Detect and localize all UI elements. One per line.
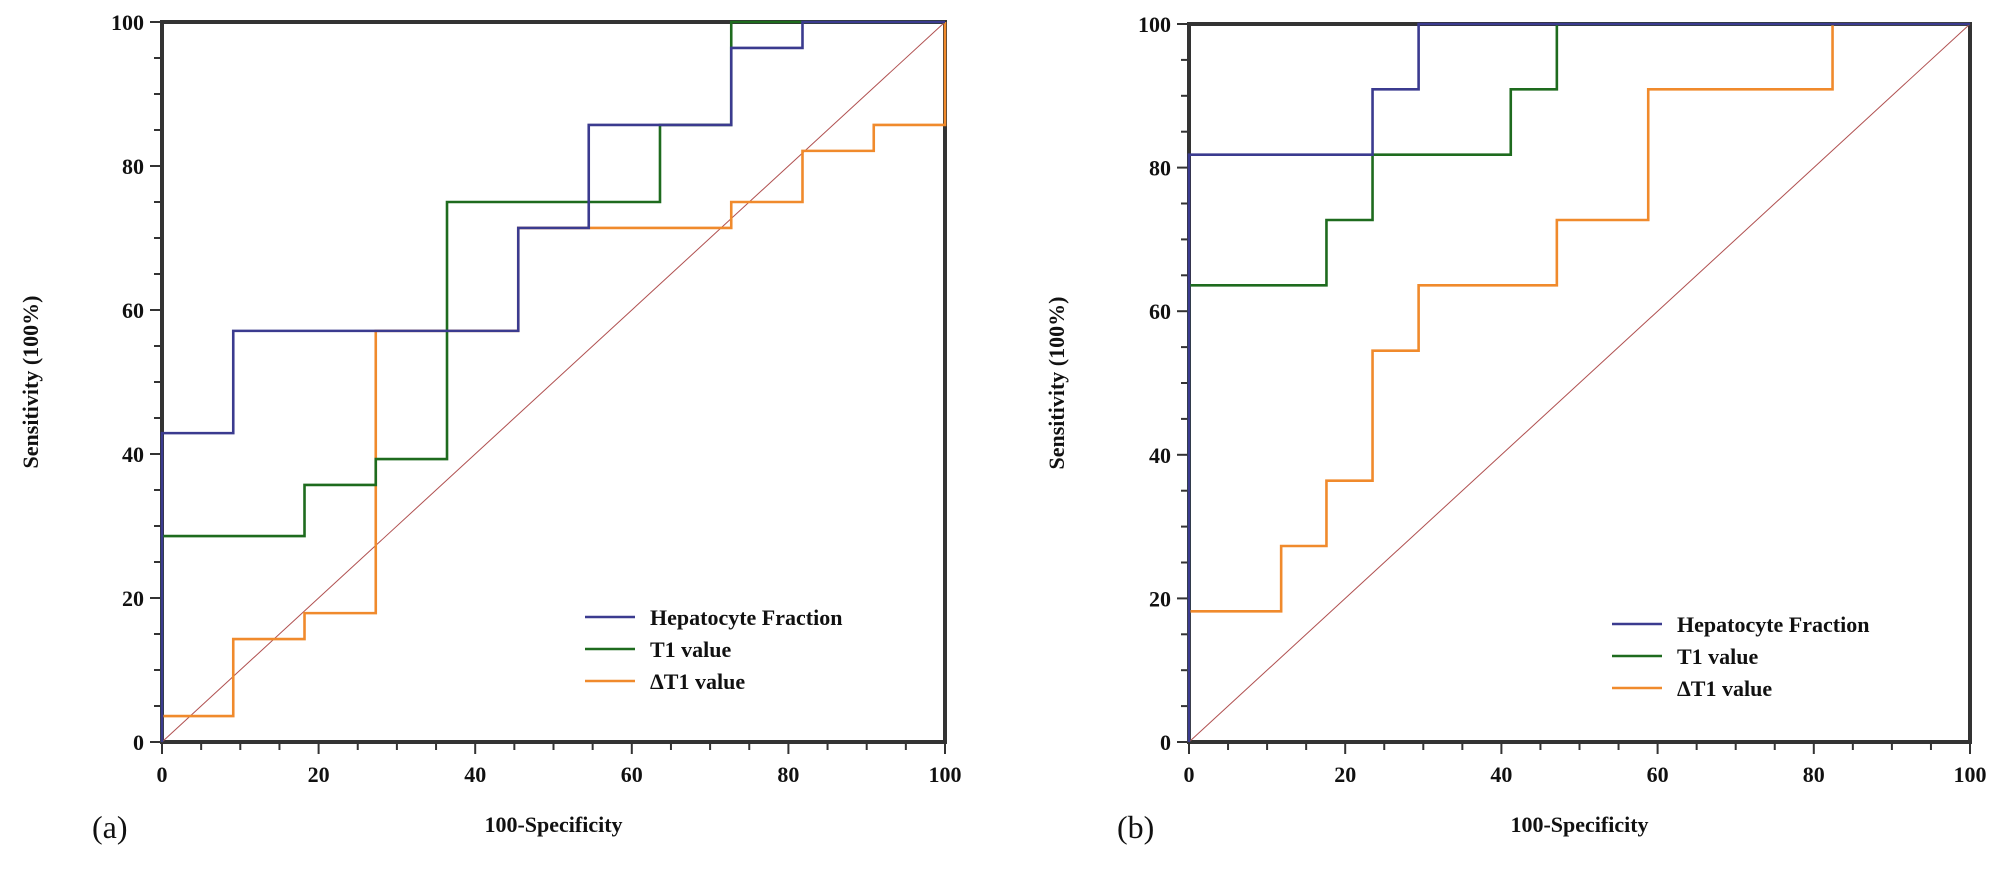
y-tick-label: 0 <box>133 730 144 755</box>
x-axis-title: 100-Specificity <box>484 812 622 837</box>
x-tick-label: 20 <box>308 762 330 787</box>
legend-label: T1 value <box>650 637 732 662</box>
legend-label: ΔT1 value <box>650 669 745 694</box>
x-tick-label: 100 <box>929 762 962 787</box>
y-tick-label: 40 <box>122 442 144 467</box>
roc-panel-a: 0 20 40 60 80 100 0 20 40 60 80 100 100-Specificity S… <box>18 10 962 845</box>
reference-diagonal-line <box>1188 23 1971 743</box>
x-tick-label: 40 <box>464 762 486 787</box>
y-tick-label: 0 <box>1160 730 1171 755</box>
y-axis-title: Sensitivity (100%) <box>1044 297 1069 470</box>
y-tick-label: 100 <box>1138 12 1171 37</box>
y-tick-label: 80 <box>122 154 144 179</box>
legend-label: ΔT1 value <box>1677 676 1772 701</box>
legend-label: Hepatocyte Fraction <box>650 605 842 630</box>
y-axis-title: Sensitivity (100%) <box>18 296 43 469</box>
x-tick-label: 60 <box>621 762 643 787</box>
x-tick-label: 0 <box>157 762 168 787</box>
y-tick-label: 60 <box>122 298 144 323</box>
x-tick-label: 60 <box>1647 762 1669 787</box>
roc-curve-delta-t1-value <box>1187 22 1970 742</box>
x-tick-label: 80 <box>777 762 799 787</box>
x-tick-label: 0 <box>1184 762 1195 787</box>
roc-curve-hepatocyte-fraction <box>160 20 945 742</box>
y-tick-label: 40 <box>1149 443 1171 468</box>
x-tick-label: 40 <box>1490 762 1512 787</box>
roc-panel-b: 0 20 40 60 80 100 0 20 40 60 80 100 100-Specificity S… <box>1044 12 1987 845</box>
panel-label: (b) <box>1117 809 1154 845</box>
legend-label: Hepatocyte Fraction <box>1677 612 1869 637</box>
panel-label: (a) <box>92 809 128 845</box>
y-tick-label: 20 <box>1149 586 1171 611</box>
x-tick-label: 20 <box>1334 762 1356 787</box>
x-tick-label: 100 <box>1954 762 1987 787</box>
y-tick-label: 80 <box>1149 156 1171 181</box>
legend-label: T1 value <box>1677 644 1759 669</box>
x-tick-label: 80 <box>1803 762 1825 787</box>
y-tick-label: 60 <box>1149 299 1171 324</box>
roc-curve-hepatocyte-fraction <box>1187 22 1970 742</box>
reference-diagonal-line <box>161 21 946 743</box>
y-tick-label: 100 <box>111 10 144 35</box>
x-axis-title: 100-Specificity <box>1510 812 1648 837</box>
y-tick-label: 20 <box>122 586 144 611</box>
